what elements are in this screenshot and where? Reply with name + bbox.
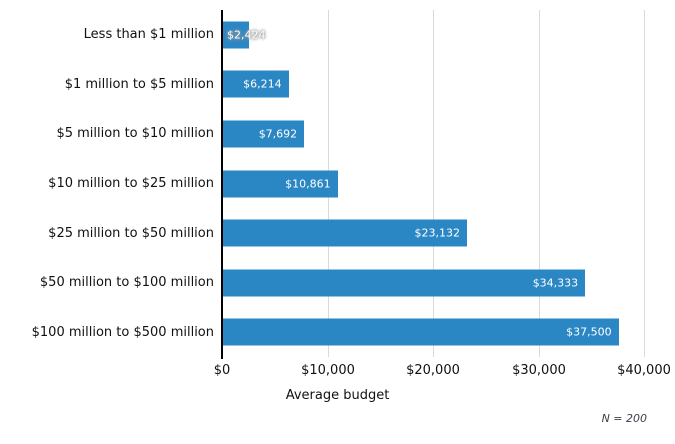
bar-row: $7,692 xyxy=(222,109,652,159)
bar-value-label: $34,333 xyxy=(532,276,579,290)
bar-value-label: $7,692 xyxy=(258,127,298,141)
bar-row: $2,424 xyxy=(222,10,652,60)
category-label: $10 million to $25 million xyxy=(48,176,214,192)
bar: $7,692 xyxy=(223,120,305,148)
category-label: Less than $1 million xyxy=(83,27,214,43)
bar: $34,333 xyxy=(223,269,586,297)
bar-row: $23,132 xyxy=(222,208,652,258)
category-label: $100 million to $500 million xyxy=(31,324,214,340)
bar-value-label: $2,424 xyxy=(227,28,266,42)
x-tick-label: $30,000 xyxy=(512,363,566,378)
bar-value-label: $23,132 xyxy=(414,226,461,240)
bar: $37,500 xyxy=(223,318,619,346)
x-tick-label: $10,000 xyxy=(301,363,355,378)
sample-size-note: N = 200 xyxy=(601,412,647,425)
bar: $6,214 xyxy=(223,70,289,98)
bar-row: $34,333 xyxy=(222,258,652,308)
bar-value-label: $37,500 xyxy=(566,325,612,339)
x-axis-title: Average budget xyxy=(285,388,390,403)
x-tick-label: $20,000 xyxy=(406,363,460,378)
bar-row: $37,500 xyxy=(222,307,652,357)
y-axis-line xyxy=(221,10,223,359)
bar-value-label: $6,214 xyxy=(243,77,282,91)
bar: $10,861 xyxy=(223,170,338,198)
bar-row: $10,861 xyxy=(222,159,652,209)
x-tick-label: $40,000 xyxy=(617,363,671,378)
bar-row: $6,214 xyxy=(222,60,652,110)
gridline xyxy=(644,10,645,357)
gridline xyxy=(539,10,540,357)
category-label: $5 million to $10 million xyxy=(56,126,214,142)
bar-value-label: $10,861 xyxy=(285,177,331,191)
category-label: $25 million to $50 million xyxy=(48,225,214,241)
bar-series: $2,424 $6,214 $7,692 $10,861 $23,132 $34,333 $… xyxy=(222,10,652,357)
plot-area: $2,424 $6,214 $7,692 $10,861 $23,132 $34,333 $… xyxy=(222,10,652,357)
bar: $23,132 xyxy=(223,219,467,247)
gridline xyxy=(433,10,434,357)
bar: $2,424 xyxy=(223,21,266,49)
category-axis-labels: Less than $1 million $1 million to $5 mil… xyxy=(0,10,214,357)
category-label: $1 million to $5 million xyxy=(64,76,214,92)
category-label: $50 million to $100 million xyxy=(39,275,214,291)
x-tick-label: $0 xyxy=(213,363,231,378)
